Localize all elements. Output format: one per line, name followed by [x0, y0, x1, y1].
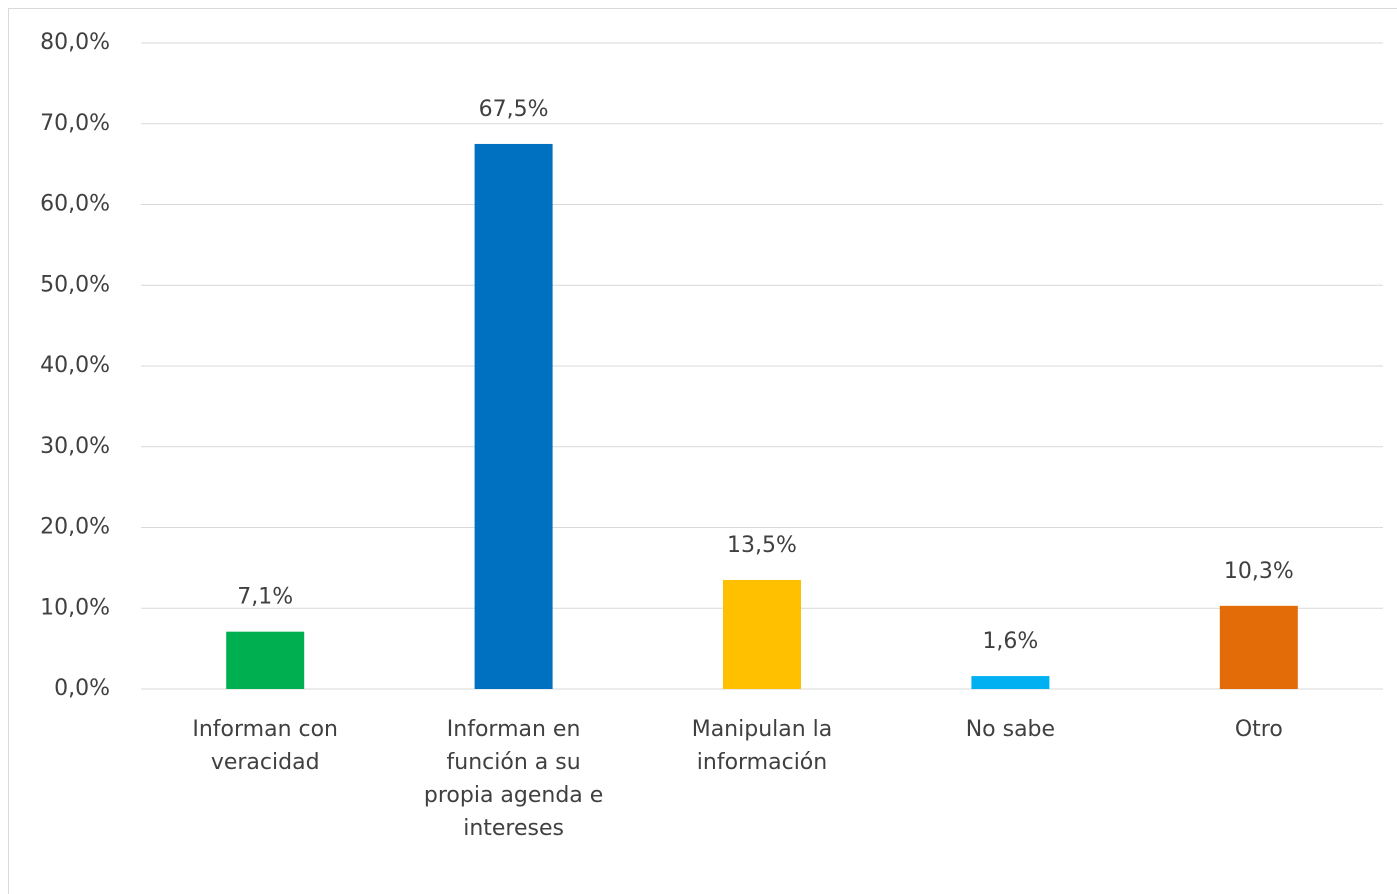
x-tick-label-box: Informan con veracidad — [192, 717, 339, 775]
data-label: 67,5% — [479, 97, 549, 122]
x-tick-label-box: No sabe — [965, 717, 1056, 742]
y-tick-label: 30,0% — [40, 434, 110, 459]
data-label: 10,3% — [1224, 559, 1294, 584]
x-tick-label: Otro — [1234, 717, 1283, 742]
y-tick-label: 10,0% — [40, 595, 110, 620]
x-tick-label: No sabe — [965, 717, 1056, 742]
bar — [474, 143, 553, 689]
data-label: 7,1% — [237, 585, 293, 610]
bar — [226, 631, 305, 689]
x-tick-label-box: Otro — [1234, 717, 1283, 742]
y-tick-label: 50,0% — [40, 272, 110, 297]
x-tick-label: Manipulan la información — [691, 717, 833, 775]
y-tick-label: 40,0% — [40, 353, 110, 378]
bar — [971, 676, 1050, 689]
x-tick-label-box: Manipulan la información — [691, 717, 833, 775]
x-tick-label-box: Informan en función a su propia agenda e… — [423, 717, 604, 841]
y-tick-label: 0,0% — [54, 676, 110, 701]
bar — [1219, 605, 1298, 689]
x-tick-label: Informan en función a su propia agenda e… — [423, 717, 604, 841]
bar — [723, 579, 801, 689]
data-label: 1,6% — [982, 629, 1038, 654]
y-tick-label: 80,0% — [40, 30, 110, 55]
y-tick-label: 20,0% — [40, 515, 110, 540]
x-tick-label: Informan con veracidad — [192, 717, 339, 775]
y-tick-label: 70,0% — [40, 111, 110, 136]
chart-frame — [8, 8, 1397, 894]
y-tick-label: 60,0% — [40, 192, 110, 217]
data-label: 13,5% — [727, 533, 797, 558]
